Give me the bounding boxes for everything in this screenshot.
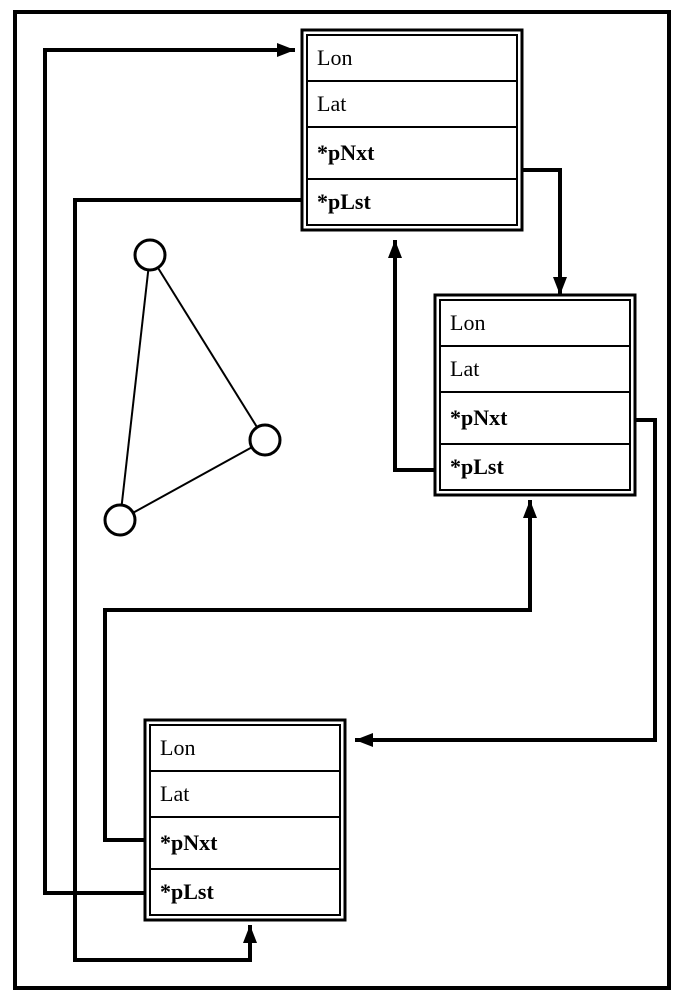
field-label: Lat xyxy=(317,91,346,116)
vertex-circle xyxy=(105,505,135,535)
field-label: *pNxt xyxy=(317,140,375,165)
field-label: Lon xyxy=(317,45,352,70)
field-label: *pNxt xyxy=(450,405,508,430)
field-label: Lat xyxy=(160,781,189,806)
arrow xyxy=(522,170,567,295)
field-label: Lon xyxy=(160,735,195,760)
field-label: *pLst xyxy=(160,879,214,904)
field-label: Lat xyxy=(450,356,479,381)
field-label: *pLst xyxy=(450,454,504,479)
vertex-circle xyxy=(135,240,165,270)
triangle-graph xyxy=(105,240,280,535)
field-label: *pNxt xyxy=(160,830,218,855)
field-label: Lon xyxy=(450,310,485,335)
vertex-circle xyxy=(250,425,280,455)
struct-node: Lon Lat *pNxt *pLst xyxy=(435,295,635,495)
diagram-canvas: Lon Lat *pNxt *pLst Lon Lat *pNxt *pLst Lon Lat *p… xyxy=(0,0,684,1000)
struct-node: Lon Lat *pNxt *pLst xyxy=(302,30,522,230)
field-label: *pLst xyxy=(317,189,371,214)
arrow xyxy=(388,240,435,470)
struct-node: Lon Lat *pNxt *pLst xyxy=(145,720,345,920)
